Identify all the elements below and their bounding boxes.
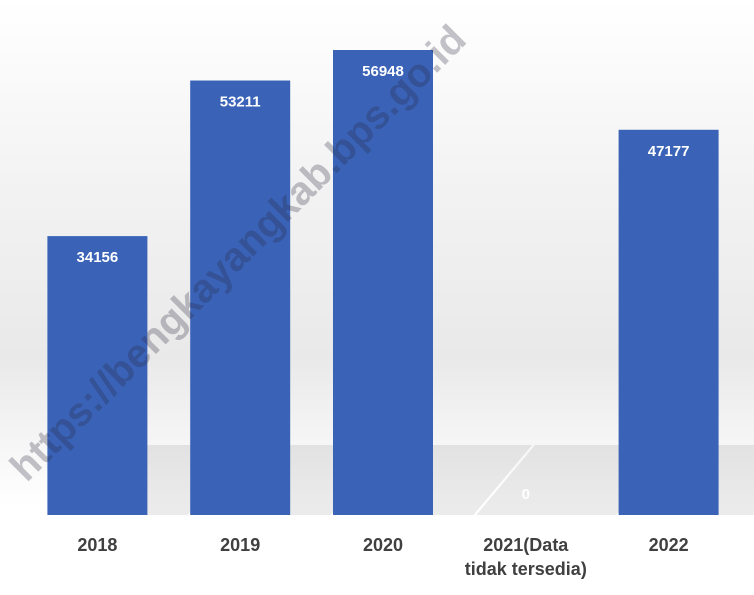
bar xyxy=(190,80,291,516)
x-tick-label: 2020 xyxy=(362,535,404,555)
data-label: 56948 xyxy=(362,63,404,80)
data-label: 47177 xyxy=(648,143,690,160)
x-tick-label: 2018 xyxy=(77,535,118,555)
bar xyxy=(333,50,433,515)
x-tick-label: 2022 xyxy=(648,535,689,555)
bar xyxy=(618,129,719,515)
x-tick-label: 2019 xyxy=(220,535,261,555)
data-label: 0 xyxy=(522,486,530,503)
data-label: 53211 xyxy=(220,93,261,110)
data-label: 34156 xyxy=(77,249,119,266)
x-tick-label: 2021(Data tidak tersedia) xyxy=(464,535,587,579)
bar xyxy=(47,236,148,515)
